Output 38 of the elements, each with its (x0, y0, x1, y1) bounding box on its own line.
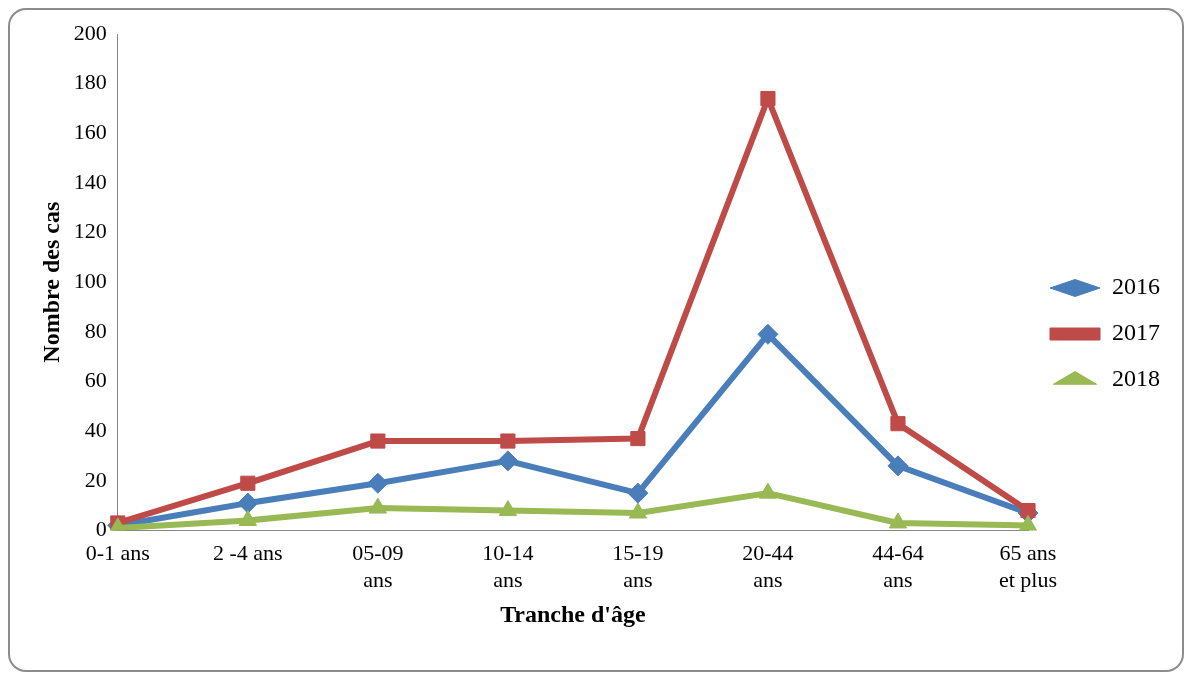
y-tick-label: 200 (73, 19, 107, 45)
legend-label: 2018 (1112, 365, 1160, 392)
y-axis-title: Nombre des cas (37, 201, 64, 363)
x-tick-label: 20-44 ans (742, 540, 794, 592)
point (630, 431, 646, 447)
x-tick-label: 44-64 ans (872, 540, 924, 592)
y-tick-label: 140 (73, 168, 107, 194)
point (1020, 502, 1036, 519)
point (757, 323, 779, 345)
x-tick-label: 0-1 ans (85, 540, 150, 566)
legend-label: 2016 (1112, 273, 1160, 300)
y-tick-label: 120 (73, 218, 107, 244)
y-tick-label: 20 (84, 466, 107, 492)
point (498, 500, 518, 517)
y-tick-label: 0 (95, 516, 107, 542)
y-tick-label: 180 (73, 69, 107, 95)
x-tick-label: 05-09 ans (352, 540, 404, 592)
x-tick-label: 15-19 ans (612, 540, 664, 592)
point (627, 482, 649, 504)
y-tick-label: 60 (84, 367, 107, 393)
legend-label: 2017 (1112, 319, 1160, 346)
point (370, 433, 386, 449)
point (237, 492, 259, 514)
x-tick-label: 10-14 ans (482, 540, 534, 592)
x-tick-label: 2 -4 ans (213, 540, 283, 566)
point (887, 455, 909, 477)
y-tick-label: 80 (84, 317, 107, 343)
point (760, 90, 776, 107)
point (240, 475, 256, 491)
point (890, 416, 906, 432)
point (500, 433, 516, 449)
y-tick-label: 40 (84, 416, 107, 442)
y-tick-label: 100 (73, 267, 107, 293)
y-tick-label: 160 (73, 119, 107, 145)
x-tick-label: 65 ans et plus (998, 540, 1058, 592)
point (497, 450, 519, 472)
point (367, 472, 389, 494)
x-axis-title: Tranche d'âge (500, 600, 647, 627)
